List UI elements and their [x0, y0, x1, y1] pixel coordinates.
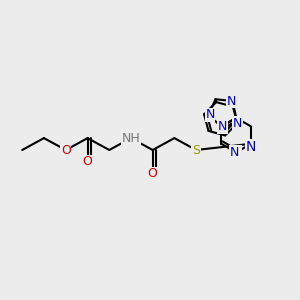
- Text: N: N: [246, 140, 256, 154]
- Text: O: O: [82, 155, 92, 168]
- Text: O: O: [61, 143, 71, 157]
- Text: N: N: [231, 146, 242, 159]
- Text: N: N: [226, 94, 236, 107]
- Text: O: O: [148, 167, 158, 180]
- Text: N: N: [218, 120, 227, 133]
- Text: N: N: [233, 117, 242, 130]
- Text: S: S: [192, 143, 200, 157]
- Text: N: N: [205, 109, 214, 122]
- Text: NH: NH: [122, 132, 140, 145]
- Text: N: N: [230, 146, 239, 159]
